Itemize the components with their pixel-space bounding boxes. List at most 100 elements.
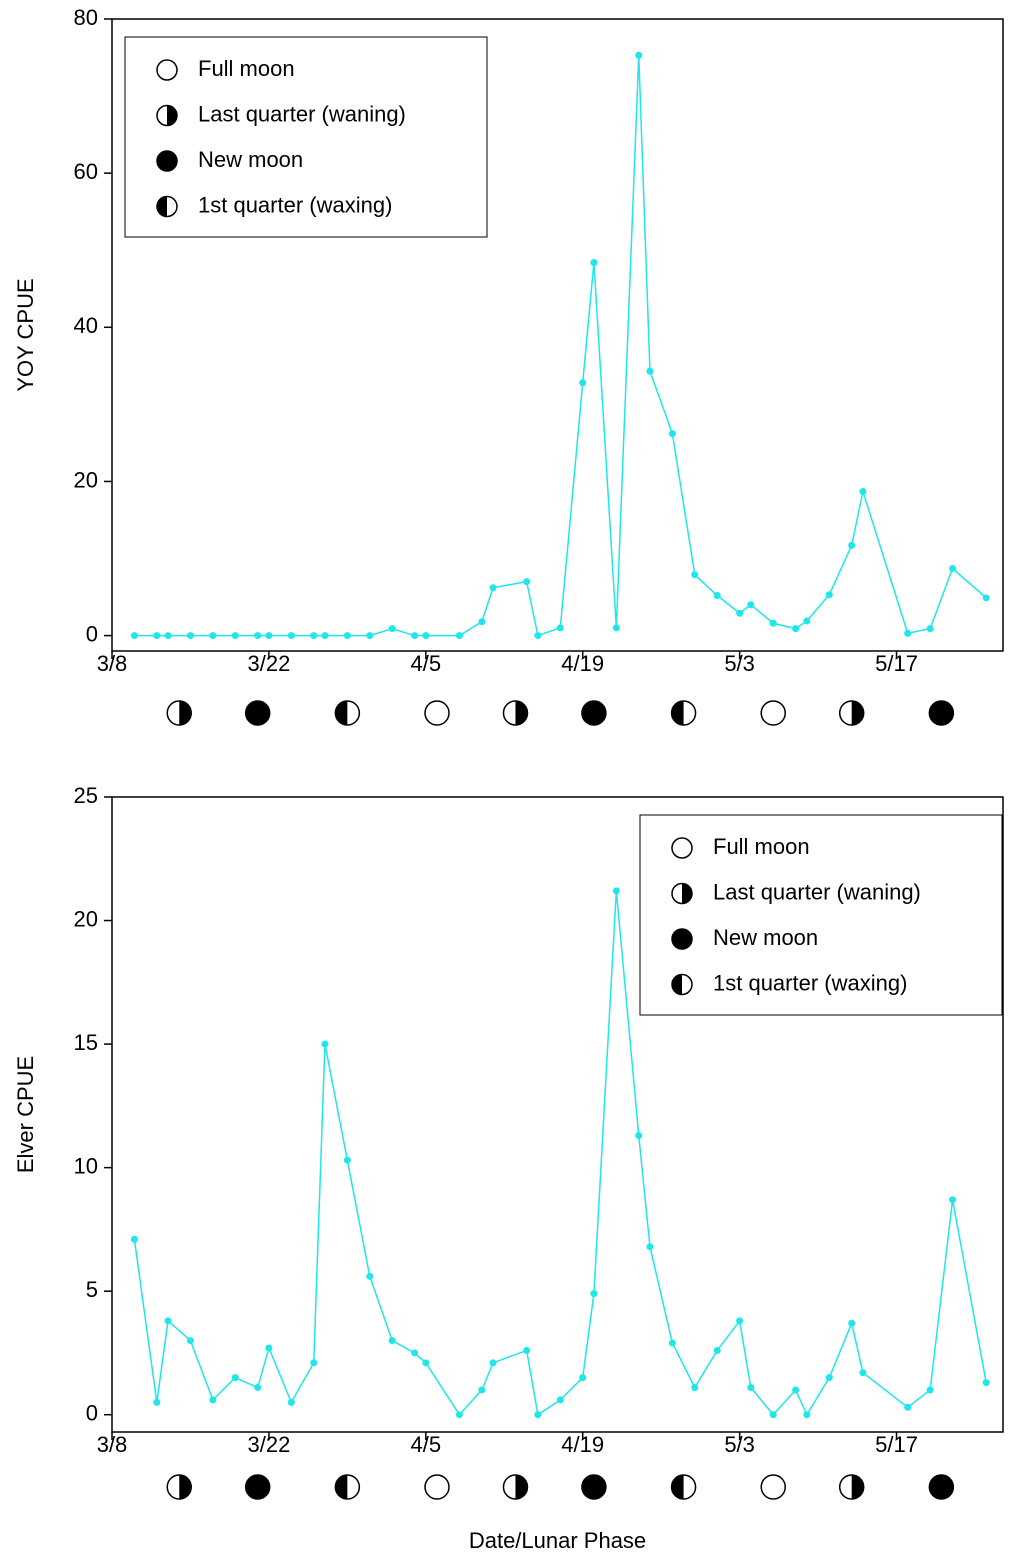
data-point [982, 594, 990, 602]
moon-symbol [671, 837, 693, 859]
data-point [164, 632, 172, 640]
data-point [343, 1156, 351, 1164]
data-point [713, 592, 721, 600]
legend-label: 1st quarter (waxing) [713, 970, 907, 995]
moon-outline [760, 1474, 786, 1500]
data-point [231, 632, 239, 640]
data-point [646, 367, 654, 375]
data-point [668, 430, 676, 438]
moon-shade [157, 196, 167, 217]
data-point [287, 1398, 295, 1406]
data-point [848, 1319, 856, 1327]
x-tick-label: 5/17 [875, 1432, 918, 1457]
moon-symbol [334, 1474, 361, 1500]
moon-outline [928, 700, 955, 726]
data-point [590, 259, 598, 267]
moon-symbol [244, 1474, 271, 1500]
moon-outline [156, 150, 178, 172]
moon-symbol [424, 700, 450, 726]
moon-symbol [928, 1474, 955, 1500]
data-point [130, 1235, 138, 1243]
data-point [422, 632, 430, 640]
plot-frame [111, 18, 1004, 652]
x-tick-label: 4/19 [561, 1432, 604, 1457]
moon-shade [179, 701, 192, 725]
legend-box [124, 36, 488, 238]
legend-label: New moon [713, 925, 818, 950]
data-point [254, 632, 262, 640]
moon-outline [424, 1474, 450, 1500]
data-point [792, 1386, 800, 1394]
data-point [287, 632, 295, 640]
data-point [612, 887, 620, 895]
moon-symbol [156, 195, 178, 218]
x-tick-label: 5/3 [724, 651, 755, 676]
data-point [231, 1374, 239, 1382]
moon-symbol [502, 1474, 529, 1500]
data-point [803, 617, 811, 625]
data-point [691, 1384, 699, 1392]
data-point [904, 1403, 912, 1411]
data-point [534, 632, 542, 640]
data-point [590, 1290, 598, 1298]
data-point [579, 1374, 587, 1382]
data-point [736, 609, 744, 617]
y-tick-label: 5 [86, 1277, 98, 1302]
data-point [825, 1374, 833, 1382]
data-point [265, 632, 273, 640]
moon-symbol [670, 1474, 697, 1500]
data-point [310, 1359, 318, 1367]
x-axis-label: Date/Lunar Phase [469, 1528, 646, 1553]
data-point [747, 1384, 755, 1392]
data-point [186, 632, 194, 640]
data-point [343, 632, 351, 640]
data-point [411, 1349, 419, 1357]
moon-outline [156, 59, 178, 81]
data-point [209, 1396, 217, 1404]
moon-symbol [166, 1474, 192, 1500]
moon-shade [671, 701, 684, 725]
y-tick-label: 40 [74, 313, 98, 338]
x-tick-label: 3/22 [247, 651, 290, 676]
data-point [926, 1386, 934, 1394]
y-axis-label: YOY CPUE [13, 278, 38, 391]
data-point [366, 632, 374, 640]
moon-symbol [156, 59, 178, 81]
x-tick-label: 5/17 [875, 651, 918, 676]
y-tick-label: 0 [86, 621, 98, 646]
data-point [803, 1411, 811, 1419]
data-point [455, 632, 463, 640]
moon-shade [671, 1475, 684, 1499]
x-tick-label: 4/5 [411, 1432, 442, 1457]
moon-symbol [671, 882, 693, 905]
moon-outline [424, 700, 450, 726]
data-point [321, 632, 329, 640]
moon-symbol [760, 1474, 786, 1500]
moon-symbol [156, 104, 178, 127]
moon-shade [515, 701, 528, 725]
data-point [265, 1344, 273, 1352]
moon-symbol [334, 700, 361, 726]
moon-shade [179, 1475, 192, 1499]
moon-symbol [424, 1474, 450, 1500]
moon-symbol [670, 700, 697, 726]
data-point [579, 379, 587, 387]
moon-shade [682, 883, 693, 904]
data-point [646, 1243, 654, 1251]
moon-symbol [581, 700, 607, 726]
moon-outline [244, 700, 271, 726]
moon-outline [581, 1474, 607, 1500]
data-point [792, 625, 800, 633]
moon-outline [760, 700, 786, 726]
moon-symbol [166, 700, 192, 726]
data-point [388, 1337, 396, 1345]
data-point [523, 1346, 531, 1354]
moon-symbol [671, 973, 693, 996]
data-point [848, 541, 856, 549]
legend-label: Last quarter (waning) [713, 879, 921, 904]
data-point [556, 624, 564, 632]
x-tick-label: 5/3 [724, 1432, 755, 1457]
data-point [691, 571, 699, 579]
moon-symbol [502, 700, 529, 726]
moon-symbol [838, 1474, 865, 1500]
